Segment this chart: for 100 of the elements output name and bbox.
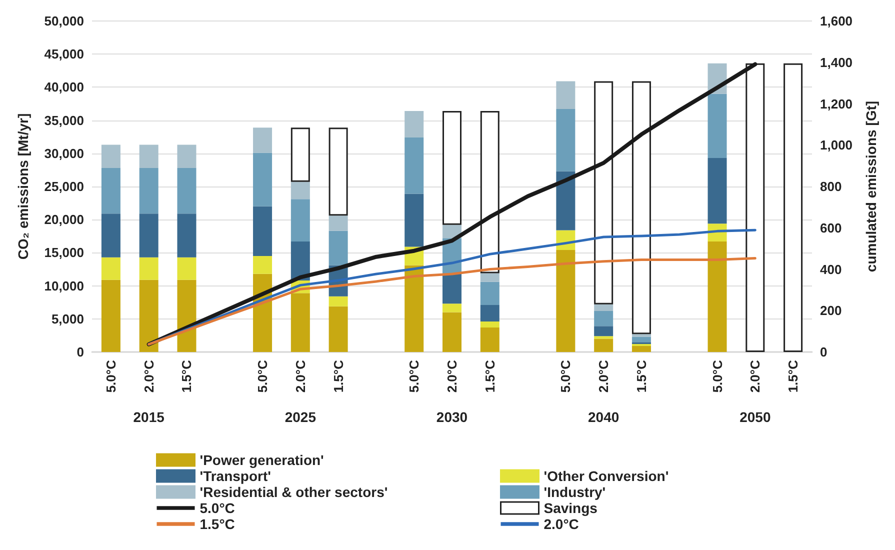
bar (404, 265, 424, 352)
y-tick-label: 0 (76, 344, 84, 360)
bar (253, 152, 272, 206)
text: 2025 (284, 409, 316, 425)
x-tick-label: 5.0°C (406, 359, 422, 393)
text: 2050 (740, 409, 771, 425)
x-tick-label: 2.0°C (596, 359, 612, 393)
bar (177, 257, 196, 280)
x-tick-label: 1.5°C (634, 359, 649, 393)
legend-label: 2.0°C (544, 516, 579, 532)
bar (404, 138, 424, 194)
bar (480, 322, 500, 328)
x-tick-label: 5.0°C (558, 359, 574, 393)
bar (594, 336, 614, 339)
bar (290, 182, 310, 200)
y2-tick-label: 1,400 (820, 54, 853, 70)
bar (328, 296, 348, 306)
bar (101, 144, 120, 168)
bar (139, 214, 158, 258)
bar (404, 111, 424, 138)
bar (101, 168, 120, 214)
bar (101, 280, 120, 352)
bar (632, 336, 651, 342)
bar (480, 111, 500, 274)
bar (632, 334, 651, 337)
y2-tick-label: 1,200 (820, 96, 853, 112)
bar (442, 111, 462, 225)
bar (632, 81, 651, 334)
y-tick-label: 5,000 (51, 311, 84, 326)
bar (328, 128, 348, 216)
bar (442, 274, 462, 304)
bar (404, 194, 424, 247)
y-tick-label: 20,000 (44, 212, 84, 228)
bar (784, 63, 803, 352)
bar (556, 171, 576, 230)
legend-label: 'Residential & other sectors' (200, 484, 388, 500)
legend-label: 'Transport' (200, 468, 271, 484)
y-tick-label: 50,000 (44, 14, 84, 28)
x-tick-label: 1.5°C (330, 359, 346, 393)
bar (556, 250, 576, 352)
bar (290, 241, 310, 281)
bar (708, 158, 727, 224)
bar (556, 81, 576, 110)
bar (177, 280, 196, 352)
bar (253, 128, 272, 153)
y-tick-label: 35,000 (44, 112, 84, 128)
bar (480, 282, 500, 305)
bar (101, 214, 120, 258)
bar (253, 206, 272, 256)
legend-label: 'Power generation' (200, 452, 324, 468)
y2-tick-label: 1,000 (820, 138, 853, 153)
line-series (148, 257, 756, 346)
text: 2030 (436, 409, 468, 425)
x-tick-label: 1.5°C (786, 359, 801, 393)
x-tick-label: 5.0°C (255, 359, 270, 393)
bar (632, 346, 651, 352)
bar (708, 241, 727, 352)
y-tick-label: 30,000 (44, 146, 84, 161)
y2-tick-label: 0 (820, 344, 828, 360)
x-tick-label: 5.0°C (103, 359, 118, 393)
bar (139, 144, 158, 168)
x-tick-label: 1.5°C (482, 359, 498, 393)
y-tick-label: 40,000 (44, 80, 84, 95)
legend-label: 'Industry' (544, 484, 606, 500)
bar (101, 257, 120, 280)
bar (290, 199, 310, 242)
bar (328, 216, 348, 231)
x-tick-label: 2.0°C (292, 359, 308, 393)
x-tick-label: 2.0°C (444, 359, 460, 393)
legend-label: Savings (544, 500, 598, 516)
bar (139, 257, 158, 280)
y2-tick-label: 600 (820, 220, 842, 236)
bar (442, 304, 462, 312)
y2-tick-label: 1,600 (820, 14, 853, 28)
y2-tick-label: 400 (820, 262, 842, 277)
y-axis-title: CO₂ emissions [Mt/yr] (15, 113, 31, 260)
bar (177, 144, 196, 168)
bar (594, 338, 614, 352)
y-tick-label: 15,000 (44, 245, 84, 260)
legend-label: 'Other Conversion' (544, 468, 669, 484)
bar (708, 94, 727, 158)
y2-tick-label: 200 (820, 303, 842, 318)
y-tick-label: 10,000 (44, 278, 84, 294)
text: 2040 (588, 409, 620, 425)
text: 2015 (133, 409, 165, 425)
bar (139, 280, 158, 352)
bar (177, 168, 196, 214)
y-tick-label: 45,000 (44, 46, 84, 62)
bar (253, 256, 272, 274)
bar (442, 312, 462, 352)
y2-tick-label: 800 (820, 179, 842, 194)
bar (556, 109, 576, 172)
x-tick-label: 5.0°C (710, 359, 725, 393)
bar (139, 168, 158, 214)
bar (290, 293, 310, 352)
bar (328, 230, 348, 266)
bar (480, 273, 500, 282)
bar (594, 310, 614, 326)
bar (480, 305, 500, 322)
bar (594, 304, 614, 311)
